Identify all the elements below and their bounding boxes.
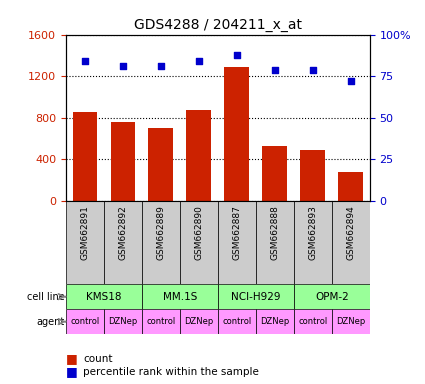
Text: DZNep: DZNep xyxy=(336,317,366,326)
Point xyxy=(82,58,88,64)
Bar xyxy=(218,309,256,334)
Text: GSM662889: GSM662889 xyxy=(156,205,165,260)
Bar xyxy=(104,309,142,334)
Text: control: control xyxy=(146,317,176,326)
Bar xyxy=(256,201,294,284)
Bar xyxy=(332,201,370,284)
Bar xyxy=(300,150,325,201)
Bar xyxy=(66,309,104,334)
Text: percentile rank within the sample: percentile rank within the sample xyxy=(83,367,259,377)
Bar xyxy=(180,309,218,334)
Bar xyxy=(294,309,332,334)
Bar xyxy=(224,67,249,201)
Text: ■: ■ xyxy=(66,353,78,366)
Text: GSM662887: GSM662887 xyxy=(232,205,241,260)
Text: control: control xyxy=(70,317,99,326)
Bar xyxy=(294,201,332,284)
Text: DZNep: DZNep xyxy=(184,317,213,326)
Bar xyxy=(66,201,104,284)
Text: GSM662890: GSM662890 xyxy=(194,205,203,260)
Point xyxy=(196,58,202,64)
Text: GSM662892: GSM662892 xyxy=(118,205,127,260)
Point xyxy=(272,66,278,73)
Point xyxy=(157,63,164,69)
Text: agent: agent xyxy=(37,316,65,327)
Point xyxy=(233,51,240,58)
Bar xyxy=(294,284,370,309)
Bar xyxy=(142,201,180,284)
Bar xyxy=(73,111,97,201)
Bar xyxy=(148,128,173,201)
Text: GSM662891: GSM662891 xyxy=(80,205,89,260)
Bar xyxy=(142,309,180,334)
Text: control: control xyxy=(298,317,327,326)
Bar xyxy=(218,201,256,284)
Bar xyxy=(263,146,287,201)
Bar xyxy=(187,111,211,201)
Text: DZNep: DZNep xyxy=(108,317,137,326)
Text: count: count xyxy=(83,354,112,364)
Text: KMS18: KMS18 xyxy=(86,291,122,302)
Bar xyxy=(104,201,142,284)
Text: GSM662893: GSM662893 xyxy=(308,205,317,260)
Text: NCI-H929: NCI-H929 xyxy=(231,291,280,302)
Point xyxy=(347,78,354,84)
Text: DZNep: DZNep xyxy=(260,317,289,326)
Bar xyxy=(338,172,363,201)
Title: GDS4288 / 204211_x_at: GDS4288 / 204211_x_at xyxy=(134,18,302,32)
Point xyxy=(119,63,126,69)
Text: ■: ■ xyxy=(66,365,78,378)
Bar xyxy=(256,309,294,334)
Text: cell line: cell line xyxy=(27,291,65,302)
Text: MM.1S: MM.1S xyxy=(163,291,197,302)
Bar xyxy=(332,309,370,334)
Bar xyxy=(66,284,142,309)
Text: GSM662888: GSM662888 xyxy=(270,205,279,260)
Text: GSM662894: GSM662894 xyxy=(346,205,355,260)
Text: control: control xyxy=(222,317,252,326)
Point xyxy=(309,66,316,73)
Bar xyxy=(218,284,294,309)
Bar xyxy=(180,201,218,284)
Text: OPM-2: OPM-2 xyxy=(315,291,348,302)
Bar xyxy=(110,122,135,201)
Bar xyxy=(142,284,218,309)
